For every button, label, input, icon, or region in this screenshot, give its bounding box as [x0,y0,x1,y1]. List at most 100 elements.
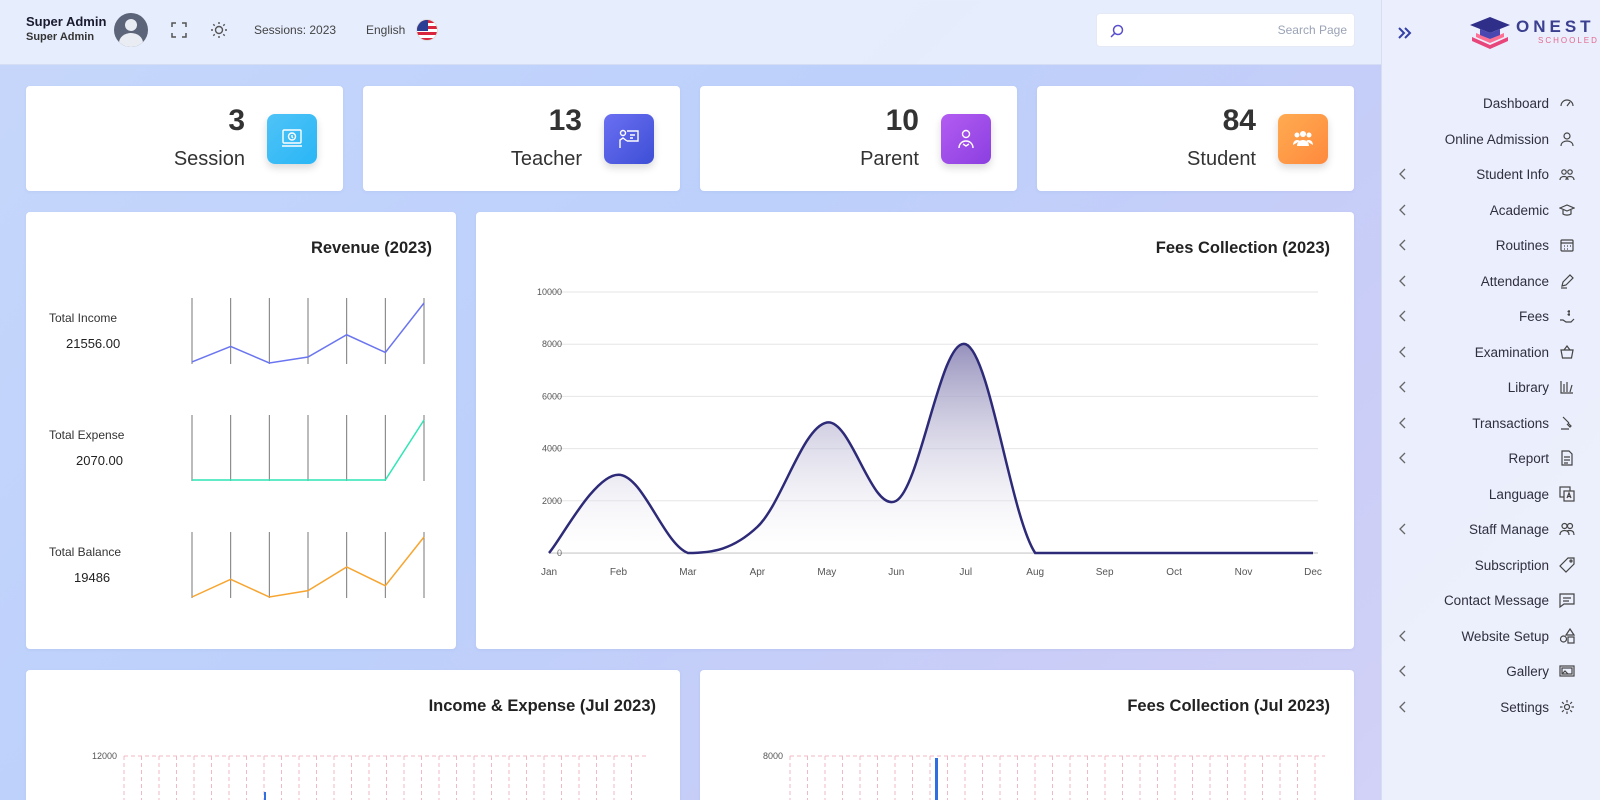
stat-card-parent[interactable]: 10 Parent [700,86,1017,191]
pen-icon [1561,273,1574,289]
stat-value: 13 [548,104,582,137]
teacher-icon [604,114,654,164]
staff-icon [1559,522,1575,536]
x-tick-label: Apr [750,567,766,578]
spark-line [192,419,425,481]
x-tick-label: Feb [610,567,628,578]
stat-card-student[interactable]: 84 Student [1037,86,1354,191]
x-tick-label: Jul [959,567,972,578]
sidebar-item-contact-message[interactable]: Contact Message [1382,583,1600,619]
chevron-left-icon [1399,630,1406,641]
area-fill [549,343,1313,553]
sidebar-item-academic[interactable]: Academic [1382,193,1600,229]
stat-value: 84 [1222,104,1256,137]
stat-label: Teacher [510,148,582,170]
sidebar-item-routines[interactable]: Routines [1382,228,1600,264]
x-tick-label: Aug [1026,567,1044,578]
total-income-value: 21556.00 [66,336,121,351]
grid [123,755,648,800]
sidebar-item-staff-manage[interactable]: Staff Manage [1382,512,1600,548]
us-flag-icon[interactable] [416,19,438,41]
message-icon [1559,593,1575,608]
user-icon [1560,131,1574,146]
sidebar-item-language[interactable]: Language [1382,477,1600,513]
sun-icon[interactable] [209,20,229,40]
session-selector[interactable]: Sessions: 2023 [254,23,337,37]
sidebar-item-website-setup[interactable]: Website Setup [1382,619,1600,655]
sidebar-item-examination[interactable]: Examination [1382,335,1600,371]
x-tick-label: Jan [541,567,557,578]
calendar-icon [1560,239,1574,252]
income-expense-title: Income & Expense (Jul 2023) [428,697,656,715]
exam-basket-icon [1560,344,1574,359]
sidebar-item-settings[interactable]: Settings [1382,690,1600,726]
sidebar-item-student-info[interactable]: Student Info [1382,157,1600,193]
x-tick-label: Sep [1096,567,1114,578]
logo[interactable]: ONEST SCHOOLED [1468,15,1597,51]
sidebar-item-label: Contact Message [1443,593,1549,608]
income-expense-card: Income & Expense (Jul 2023) 12000 [26,670,680,800]
stat-card-teacher[interactable]: 13 Teacher [363,86,680,191]
x-tick-label: Oct [1166,567,1182,578]
fullscreen-icon[interactable] [169,20,189,40]
x-tick-label: Dec [1304,567,1322,578]
library-icon [1560,381,1573,394]
chevron-left-icon [1399,346,1406,357]
sidebar-item-attendance[interactable]: Attendance [1382,264,1600,300]
search-input[interactable] [1127,14,1347,46]
x-tick-label: May [817,567,836,578]
fees-collection-chart: 0200040006000800010000JanFebMarAprMayJun… [537,287,1322,578]
sidebar-item-label: Website Setup [1461,628,1549,644]
grid [789,755,1325,800]
stat-value: 10 [885,104,919,137]
sidebar-item-label: Staff Manage [1468,522,1549,537]
sidebar-item-label: Examination [1474,344,1549,360]
chevron-left-icon [1399,452,1406,464]
sidebar-item-label: Attendance [1480,273,1549,289]
stat-card-session[interactable]: 3 Session [26,86,343,191]
sidebar-item-online-admission[interactable]: Online Admission [1382,122,1600,158]
total-income-label: Total Income [49,311,118,325]
language-selector[interactable]: English [366,23,406,37]
logo-text: ONEST [1516,17,1595,36]
chevron-left-icon [1399,168,1406,180]
revenue-card: Revenue (2023) Total Income 21556.00 Tot… [26,212,456,649]
search-box [1096,13,1355,47]
sidebar-item-label: Fees [1518,309,1549,324]
sidebar-item-gallery[interactable]: Gallery [1382,654,1600,690]
balance-sparkline [191,532,425,598]
spark-line [191,302,425,364]
sidebar-item-label: Dashboard [1482,96,1549,111]
sidebar-item-library[interactable]: Library [1382,370,1600,406]
topbar: Super Admin Super Admin Sessions: 2023 E… [0,0,1381,65]
double-chevron-right-icon[interactable] [1396,24,1414,42]
user-name: Super Admin [26,14,107,29]
y-tick-label: 2000 [542,496,562,506]
total-expense-label: Total Expense [49,428,125,442]
parent-icon [941,114,991,164]
sidebar-item-label: Routines [1495,238,1549,253]
x-tick-label: Mar [679,567,697,578]
chevron-left-icon [1399,204,1406,215]
user-block[interactable]: Super Admin Super Admin [26,13,106,45]
graduation-cap-icon [1559,203,1575,216]
sidebar: ONEST SCHOOLED Dashboard Online Admissio… [1381,0,1600,800]
stat-label: Student [1187,148,1256,170]
sidebar-item-transactions[interactable]: Transactions [1382,406,1600,442]
total-expense-value: 2070.00 [76,453,123,468]
sidebar-item-label: Settings [1500,699,1549,715]
shapes-icon [1559,627,1575,644]
sidebar-item-report[interactable]: Report [1382,441,1600,477]
avatar[interactable] [114,13,148,47]
report-icon [1561,450,1573,466]
chevron-left-icon [1399,275,1406,286]
fees-month-title: Fees Collection (Jul 2023) [1127,697,1330,715]
sidebar-item-subscription[interactable]: Subscription [1382,548,1600,584]
logo-subtext: SCHOOLED [1538,36,1599,45]
dashboard-icon [1560,99,1574,107]
sidebar-item-dashboard[interactable]: Dashboard [1382,86,1600,122]
sidebar-item-fees[interactable]: Fees [1382,299,1600,335]
series-line [548,342,1313,555]
revenue-title: Revenue (2023) [310,239,432,257]
stat-label: Parent [860,148,919,170]
